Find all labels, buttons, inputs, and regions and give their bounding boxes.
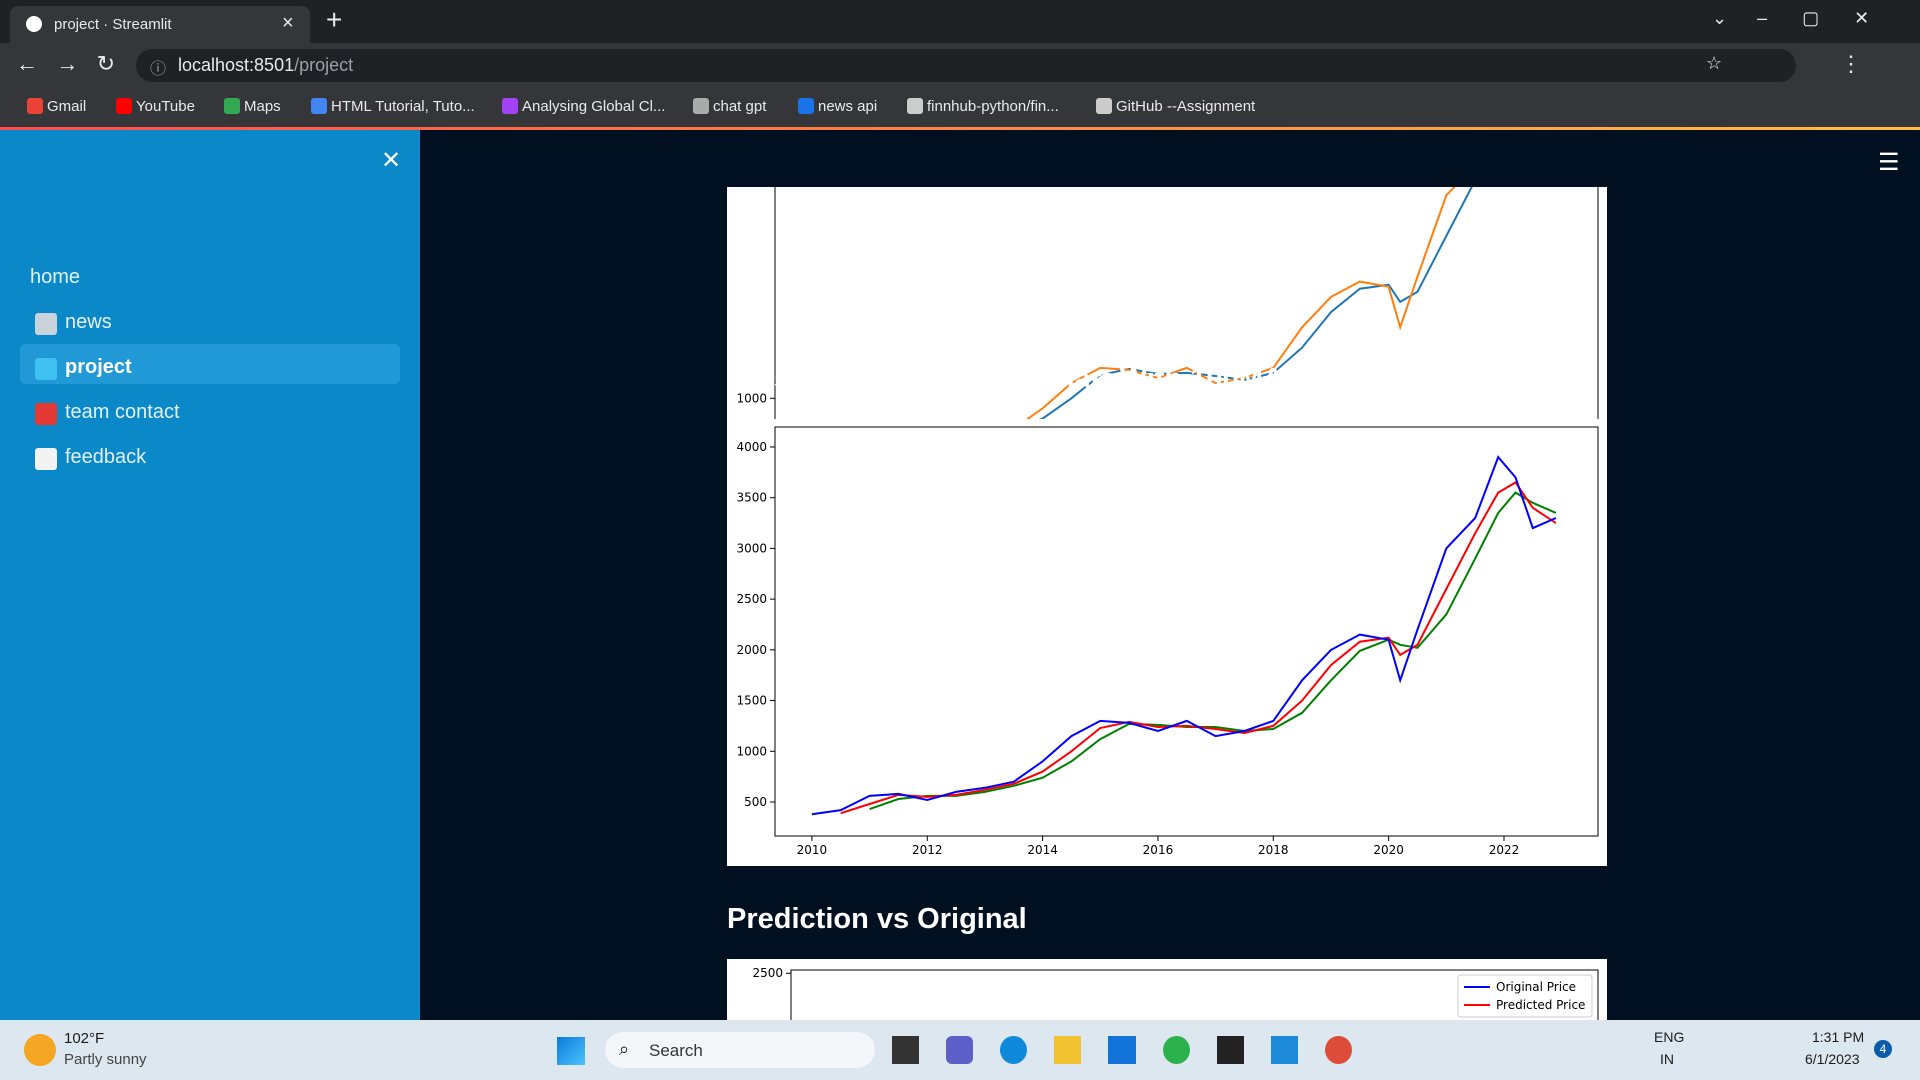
- nav-buttons[interactable]: ← → ↻: [16, 51, 116, 76]
- section-title: Prediction vs Original: [727, 903, 1027, 935]
- plot-frame: [790, 969, 1599, 1020]
- bookmark-icon: [907, 98, 923, 114]
- chart-background: [727, 419, 1607, 866]
- bookmark-label: chat gpt: [713, 98, 767, 115]
- bookmark-icon: [27, 98, 43, 114]
- bookmark-icon: [1096, 98, 1112, 114]
- chart: 2500 Original Price Predicted Price: [727, 959, 1607, 1020]
- nav-item[interactable]: home: [30, 266, 81, 288]
- bookmark-label: news api: [818, 98, 878, 115]
- legend-label: Predicted Price: [1496, 998, 1585, 1012]
- region: IN: [1660, 1051, 1674, 1067]
- bookmark-label: Analysing Global Cl...: [522, 98, 666, 115]
- sidebar-close[interactable]: ✕: [381, 147, 402, 174]
- nav-item[interactable]: feedback: [65, 446, 147, 468]
- url-path: /project: [294, 55, 354, 75]
- bookmark-icon: [798, 98, 814, 114]
- bookmark-label: Gmail: [47, 98, 87, 115]
- y-tick-label: 1000: [736, 391, 767, 405]
- site-info[interactable]: ⓘ: [150, 61, 167, 78]
- search-icon: ⌕: [619, 1039, 630, 1059]
- nav-item[interactable]: news: [65, 311, 112, 333]
- bookmark-label: Maps: [244, 98, 281, 115]
- temperature: 102°F: [64, 1030, 105, 1047]
- nav-highlight: [20, 344, 400, 384]
- language: ENG: [1654, 1029, 1685, 1045]
- tab-close[interactable]: ×: [282, 12, 294, 34]
- new-tab[interactable]: +: [326, 4, 343, 35]
- bookmarks-bar: Gmail YouTube Maps HTML Tutorial, Tuto... An…: [0, 86, 1920, 127]
- taskbar: 102°F Partly sunny ⌕ Search ENG IN 1:31 …: [0, 1020, 1920, 1080]
- taskbar-apps: [892, 1036, 1352, 1064]
- weather-icon: [24, 1034, 56, 1066]
- x-tick-label: 2020: [1373, 843, 1404, 857]
- nav-item[interactable]: team contact: [65, 401, 180, 423]
- plot-frame: [774, 426, 1599, 837]
- clock-time: 1:31 PM: [1812, 1029, 1865, 1045]
- x-tick-label: 2010: [797, 843, 828, 857]
- bookmark-icon: [693, 98, 709, 114]
- x-tick-label: 2012: [912, 843, 943, 857]
- chart: 500 1000 1500 2000 2500 3000 3500 4000 2010 2012 2…: [727, 419, 1607, 866]
- main-menu[interactable]: ☰: [1878, 149, 1900, 176]
- bookmark-icon: [116, 98, 132, 114]
- bookmark-icon: [502, 98, 518, 114]
- bookmark-label: YouTube: [136, 98, 195, 115]
- tab-title: project · Streamlit: [54, 16, 172, 33]
- notification-badge[interactable]: 4: [1874, 1040, 1892, 1058]
- y-tick-label: 1000: [736, 744, 767, 758]
- legend-label: Original Price: [1496, 980, 1576, 994]
- y-tick-label: 3500: [736, 491, 767, 505]
- bookmark-label: finnhub-python/fin...: [927, 98, 1059, 115]
- bookmark-label: HTML Tutorial, Tuto...: [331, 98, 475, 115]
- bookmark-icon: [224, 98, 240, 114]
- x-tick-label: 2014: [1027, 843, 1058, 857]
- search-box[interactable]: ⌕ Search: [605, 1032, 875, 1068]
- x-tick-label: 2022: [1489, 843, 1520, 857]
- y-tick-label: 500: [744, 795, 767, 809]
- x-tick-label: 2018: [1258, 843, 1289, 857]
- nav-icon: [35, 403, 57, 425]
- y-tick-label: 1500: [736, 694, 767, 708]
- y-tick-label: 3000: [736, 541, 767, 555]
- nav-icon: [35, 358, 57, 380]
- price-line: [811, 455, 1557, 816]
- nav-item[interactable]: project: [65, 356, 132, 378]
- legend-box: [1457, 974, 1593, 1018]
- tab-icon: [26, 16, 42, 32]
- bookmark-label: GitHub --Assignment: [1116, 98, 1256, 115]
- price-line: [840, 481, 1557, 815]
- tab-strip: project · Streamlit × + ⌄ – ▢ ✕: [0, 0, 1920, 43]
- address-bar[interactable]: ⓘ localhost:8501/project ☆: [136, 49, 1796, 82]
- nav-icon: [35, 448, 57, 470]
- y-tick-label: 2500: [752, 966, 783, 980]
- sidebar: ✕ home news project team contact feedback: [0, 130, 420, 1020]
- clock-date: 6/1/2023: [1805, 1051, 1860, 1067]
- window-controls[interactable]: ⌄ – ▢ ✕: [1712, 8, 1870, 28]
- search-label: Search: [649, 1041, 703, 1060]
- main-content: 500 1000 2010 2012 2014 2016 2018 2020 2022 Closi…: [727, 187, 1607, 1020]
- browser-tab[interactable]: project · Streamlit ×: [10, 6, 310, 43]
- weather: Partly sunny: [64, 1051, 147, 1068]
- profile-menu[interactable]: ⋮: [1840, 51, 1862, 76]
- y-tick-label: 2000: [736, 643, 767, 657]
- streamlit-accent: [0, 127, 1920, 130]
- x-tick-label: 2016: [1143, 843, 1174, 857]
- y-tick-label: 4000: [736, 440, 767, 454]
- y-tick-label: 2500: [736, 592, 767, 606]
- start-button[interactable]: [557, 1037, 585, 1065]
- bookmark-star[interactable]: ☆: [1706, 53, 1723, 73]
- nav-icon: [35, 313, 57, 335]
- url-host: localhost:8501: [178, 55, 295, 75]
- bookmark-icon: [311, 98, 327, 114]
- section-title: Closing Price vs Time Chart With 100MA &…: [727, 363, 1413, 395]
